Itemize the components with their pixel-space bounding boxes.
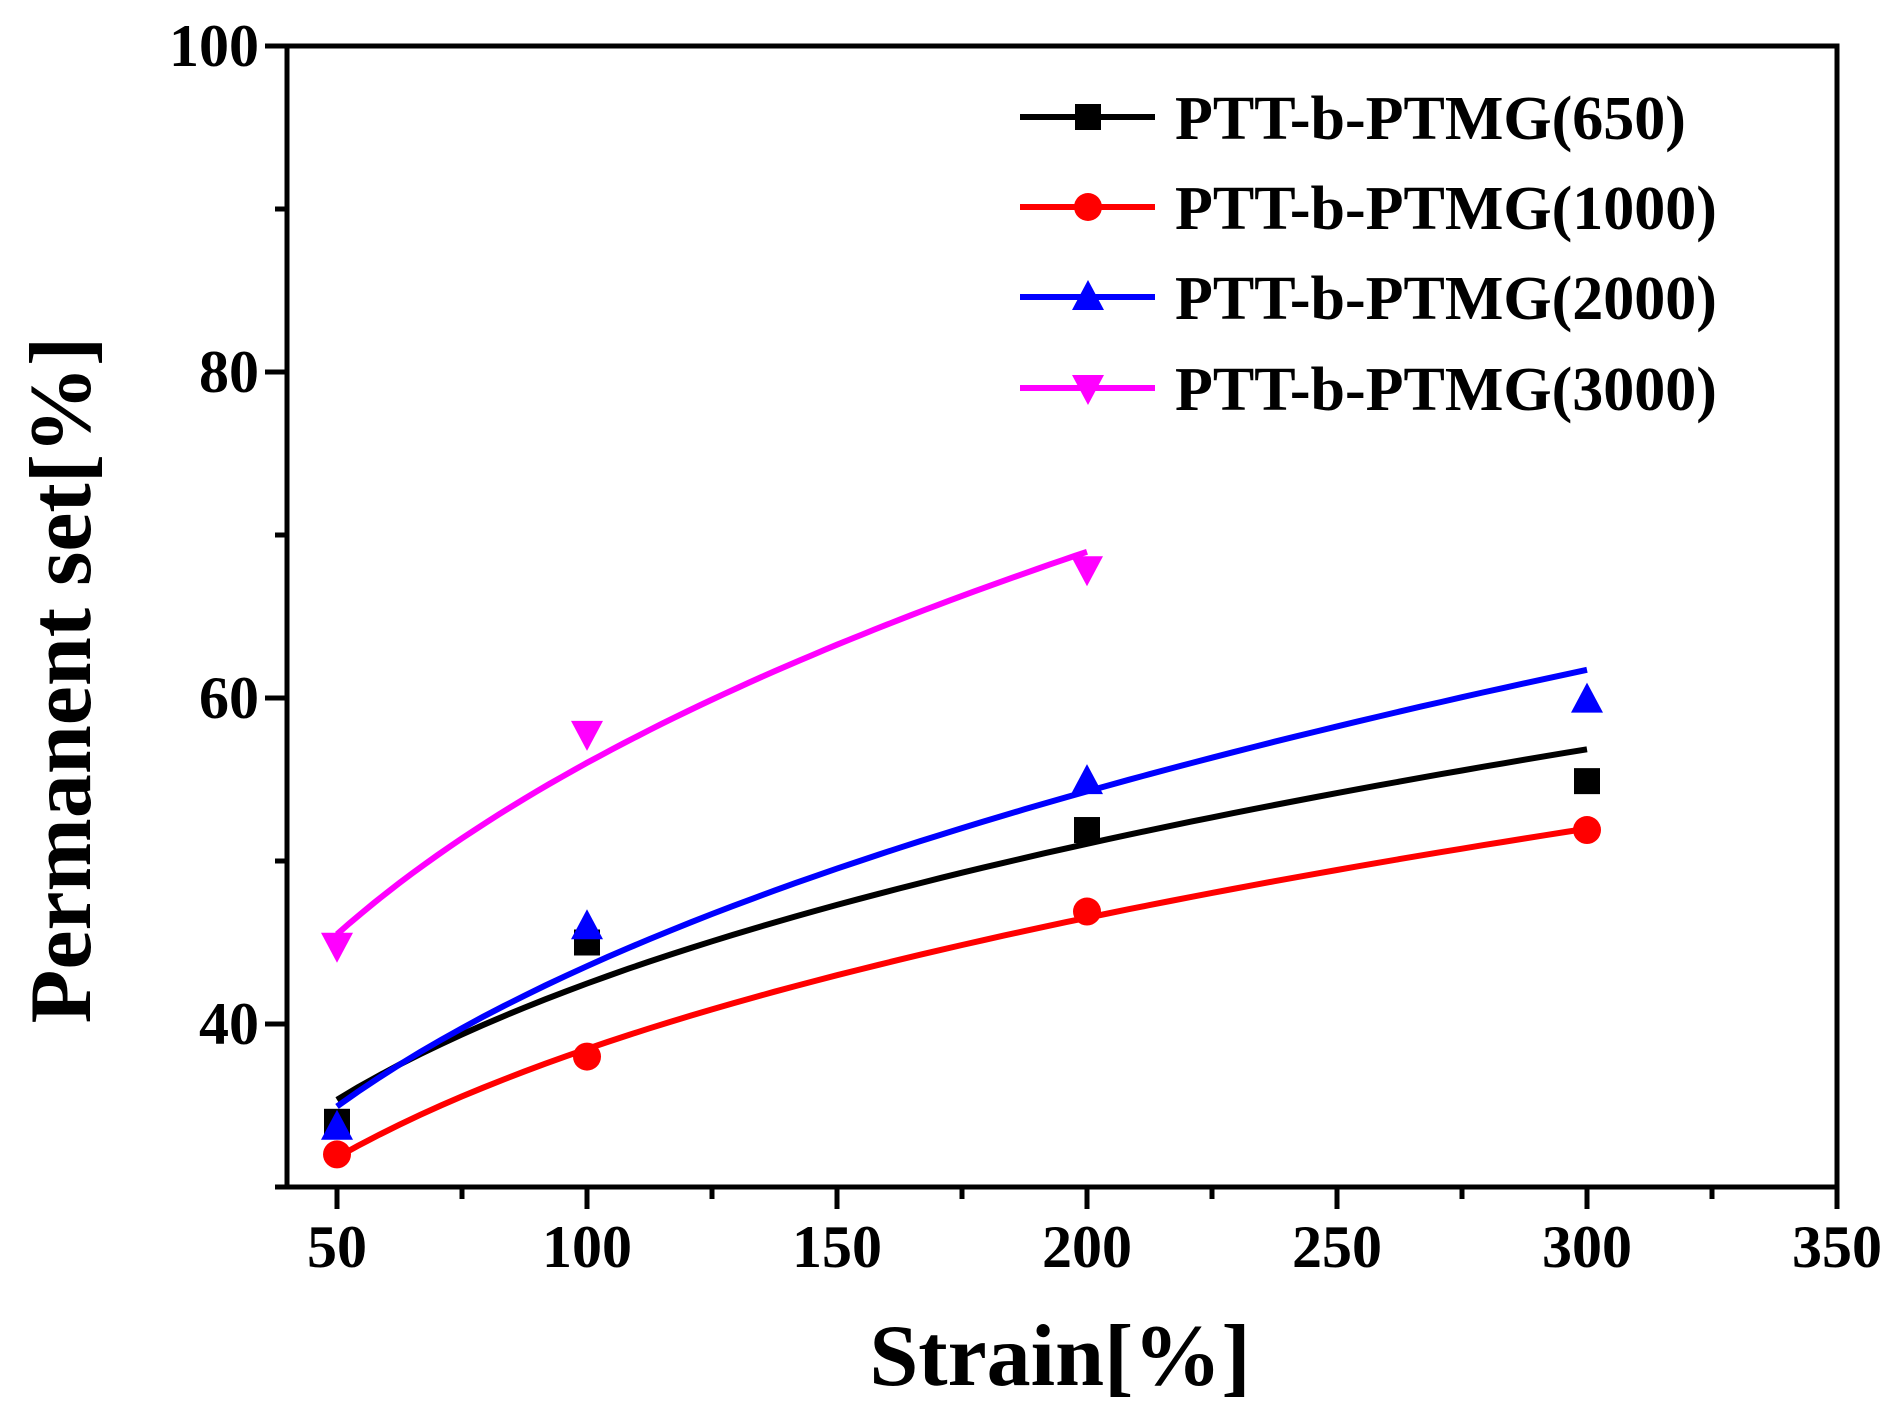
axes-frame	[284, 43, 1840, 1190]
data-point	[1073, 897, 1101, 926]
data-point	[1574, 768, 1600, 795]
axes: 40 60 80 100 50 100 150 200 250 300 350	[169, 13, 1882, 1280]
series-line-1	[335, 825, 1588, 1161]
x-tick-label: 100	[542, 1214, 632, 1280]
data-point	[323, 1140, 351, 1169]
data-point	[1571, 682, 1603, 713]
legend-marker	[1072, 375, 1104, 405]
plot-area	[321, 548, 1603, 1169]
legend-label: PTT-b-PTMG(650)	[1175, 85, 1686, 153]
series-line-3	[335, 548, 1088, 937]
legend-label: PTT-b-PTMG(1000)	[1175, 175, 1717, 243]
series-line-2	[335, 666, 1588, 1109]
legend-label: PTT-b-PTMG(3000)	[1175, 356, 1717, 424]
x-tick-label: 150	[792, 1214, 882, 1280]
data-point	[1573, 816, 1601, 845]
data-point	[321, 932, 353, 963]
legend-marker	[1075, 104, 1101, 130]
legend-marker	[1074, 193, 1102, 221]
x-tick-label: 350	[1792, 1214, 1882, 1280]
x-tick-label: 200	[1042, 1214, 1132, 1280]
x-tick-label: 300	[1542, 1214, 1632, 1280]
x-axis-title: Strain[%]	[869, 1308, 1250, 1405]
x-tick-label: 50	[307, 1214, 367, 1280]
y-axis-title: Permanent set[%]	[13, 337, 110, 1024]
y-tick-label: 40	[199, 991, 259, 1057]
data-point	[571, 909, 603, 940]
data-point	[1071, 556, 1103, 587]
data-point	[573, 1042, 601, 1071]
y-tick-label: 100	[169, 13, 259, 79]
legend-label: PTT-b-PTMG(2000)	[1175, 265, 1717, 333]
data-point	[321, 1109, 353, 1140]
series-line-0	[335, 746, 1588, 1103]
legend-marker	[1072, 280, 1104, 310]
y-tick-label: 80	[199, 339, 259, 405]
data-point	[571, 720, 603, 751]
legend: PTT-b-PTMG(650) PTT-b-PTMG(1000) PTT-b-PTM…	[1020, 85, 1717, 424]
x-tick-label: 250	[1292, 1214, 1382, 1280]
y-tick-label: 60	[199, 665, 259, 731]
data-point	[1074, 817, 1100, 844]
data-point	[1071, 764, 1103, 795]
